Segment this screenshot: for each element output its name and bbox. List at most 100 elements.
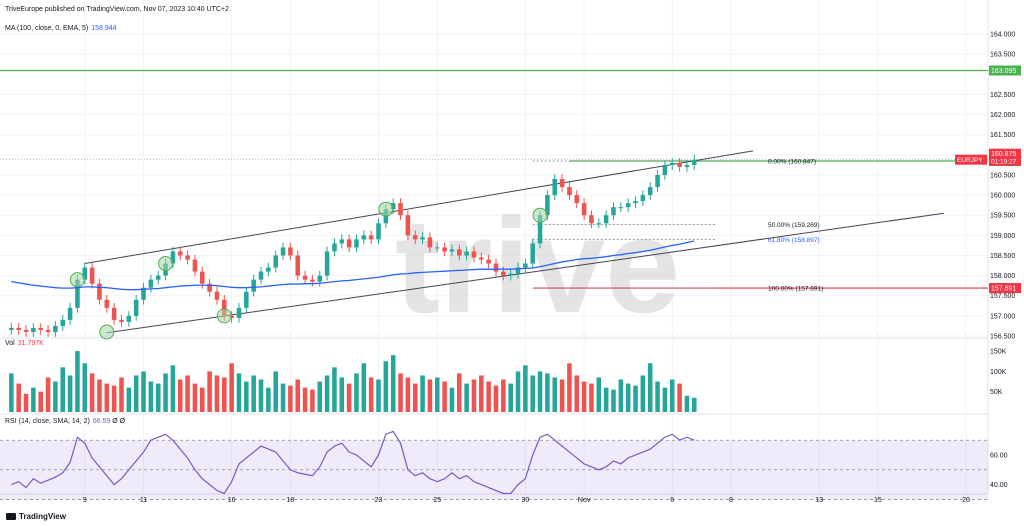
candle-body: [111, 307, 117, 320]
price-tag-bg: [989, 283, 1021, 294]
candle-body: [97, 283, 102, 300]
candle-body: [530, 243, 535, 264]
volume-bar: [177, 379, 183, 412]
time-axis[interactable]: 9 11 16 18 23 25 30 Nov 6 8 13 15 20: [83, 497, 970, 504]
candle-body: [236, 307, 242, 318]
candle-body: [60, 319, 66, 326]
candle-body: [192, 259, 198, 272]
volume-bar: [258, 379, 264, 412]
candle-body: [552, 179, 558, 196]
volume-bar: [449, 387, 455, 412]
price-tick-label: 160.500: [990, 172, 1015, 179]
volume-bar: [207, 371, 212, 412]
price-tick-label: 162.000: [990, 112, 1015, 119]
candle-body: [214, 291, 220, 300]
candle-body: [508, 273, 513, 276]
ma-line: [11, 240, 695, 291]
ma-legend[interactable]: MA (100, close, 0, EMA, 5) 158.944: [5, 25, 117, 32]
rsi-legend[interactable]: RSI (14, close, SMA, 14, 2) 66.59 Ø Ø: [5, 418, 125, 425]
candle-body: [361, 235, 367, 240]
swing-marker: [69, 272, 85, 288]
candle-body: [104, 299, 110, 308]
volume-bar: [618, 379, 624, 412]
candle-body: [119, 319, 124, 322]
price-axis[interactable]: 164.000163.500162.500162.000161.500161.0…: [955, 32, 1021, 341]
volume-bar: [354, 373, 359, 412]
candle-body: [75, 279, 80, 308]
volume-bar: [412, 383, 418, 412]
volume-bar: [552, 377, 558, 412]
time-tick-label: 9: [83, 497, 87, 504]
candle-body: [273, 255, 278, 268]
volume-bar: [442, 381, 447, 412]
volume-bar: [427, 379, 433, 412]
volume-bar: [266, 387, 271, 412]
candle-body: [126, 315, 132, 322]
candle-body: [390, 203, 396, 210]
time-tick-label: Nov: [578, 497, 591, 504]
volume-bar: [508, 383, 513, 412]
ma-label: MA (100, close, 0, EMA, 5): [5, 25, 89, 32]
candle-body: [457, 249, 462, 256]
candle-body: [368, 235, 374, 240]
candle-body: [559, 179, 565, 188]
candle-body: [493, 263, 499, 272]
rsi-pane: 60.00 40.00: [0, 430, 1008, 500]
last-price-value: 160.875: [991, 151, 1016, 158]
candle-body: [317, 275, 323, 282]
volume-bar: [457, 373, 462, 412]
volume-bar: [662, 387, 668, 412]
candle-body: [537, 215, 543, 244]
volume-bar: [479, 375, 484, 412]
rsi-label: RSI (14, close, SMA, 14, 2): [5, 418, 90, 425]
volume-bar: [82, 363, 88, 412]
volume-bar: [390, 355, 396, 412]
candle-body: [449, 249, 455, 252]
time-tick-label: 16: [228, 497, 236, 504]
volume-bar: [23, 393, 29, 412]
volume-bar: [170, 365, 176, 412]
candle-body: [302, 275, 308, 280]
price-tick-label: 157.500: [990, 293, 1015, 300]
volume-bar: [368, 377, 374, 412]
candle-body: [655, 174, 660, 188]
candle-body: [332, 243, 337, 252]
rsi-tick-label: 40.00: [990, 482, 1008, 489]
candle-body: [258, 271, 264, 280]
candle-body: [434, 247, 440, 249]
candle-body: [581, 203, 587, 216]
candle-body: [640, 195, 646, 202]
volume-bar: [434, 377, 440, 412]
candle-body: [669, 162, 675, 165]
volume-bar: [324, 375, 330, 412]
fib-label: 0.00% (160.847): [768, 159, 816, 166]
fibonacci-retracement[interactable]: 0.00% (160.847) 50.00% (159.269) 61.80% (1…: [532, 159, 824, 293]
candle-body: [207, 283, 212, 292]
time-tick-label: 11: [140, 497, 147, 504]
candle-body: [442, 247, 447, 252]
volume-bar: [559, 379, 565, 412]
candle-body: [611, 207, 616, 216]
time-tick-label: 13: [815, 497, 823, 504]
volume-bar: [677, 383, 682, 412]
volume-bar: [16, 383, 21, 412]
volume-bar: [67, 375, 73, 412]
trend-channel[interactable]: [84, 150, 945, 334]
candle-body: [603, 215, 609, 224]
candle-body: [346, 239, 352, 248]
price-tick-label: 156.500: [990, 334, 1015, 341]
volume-bar: [280, 383, 286, 412]
volume-bar: [31, 387, 36, 412]
volume-bar: [192, 383, 198, 412]
symbol-tag: EURJPY: [957, 157, 983, 164]
swing-marker: [99, 324, 115, 340]
volume-legend[interactable]: Vol 31.797K: [5, 340, 44, 347]
tradingview-logo[interactable]: TradingView: [6, 512, 66, 521]
candle-body: [691, 159, 697, 165]
volume-bar: [655, 381, 660, 412]
price-tick-label: 162.500: [990, 92, 1015, 99]
volume-bar: [647, 363, 653, 412]
volume-bar: [361, 363, 367, 412]
tradingview-logo-text: TradingView: [19, 512, 66, 521]
